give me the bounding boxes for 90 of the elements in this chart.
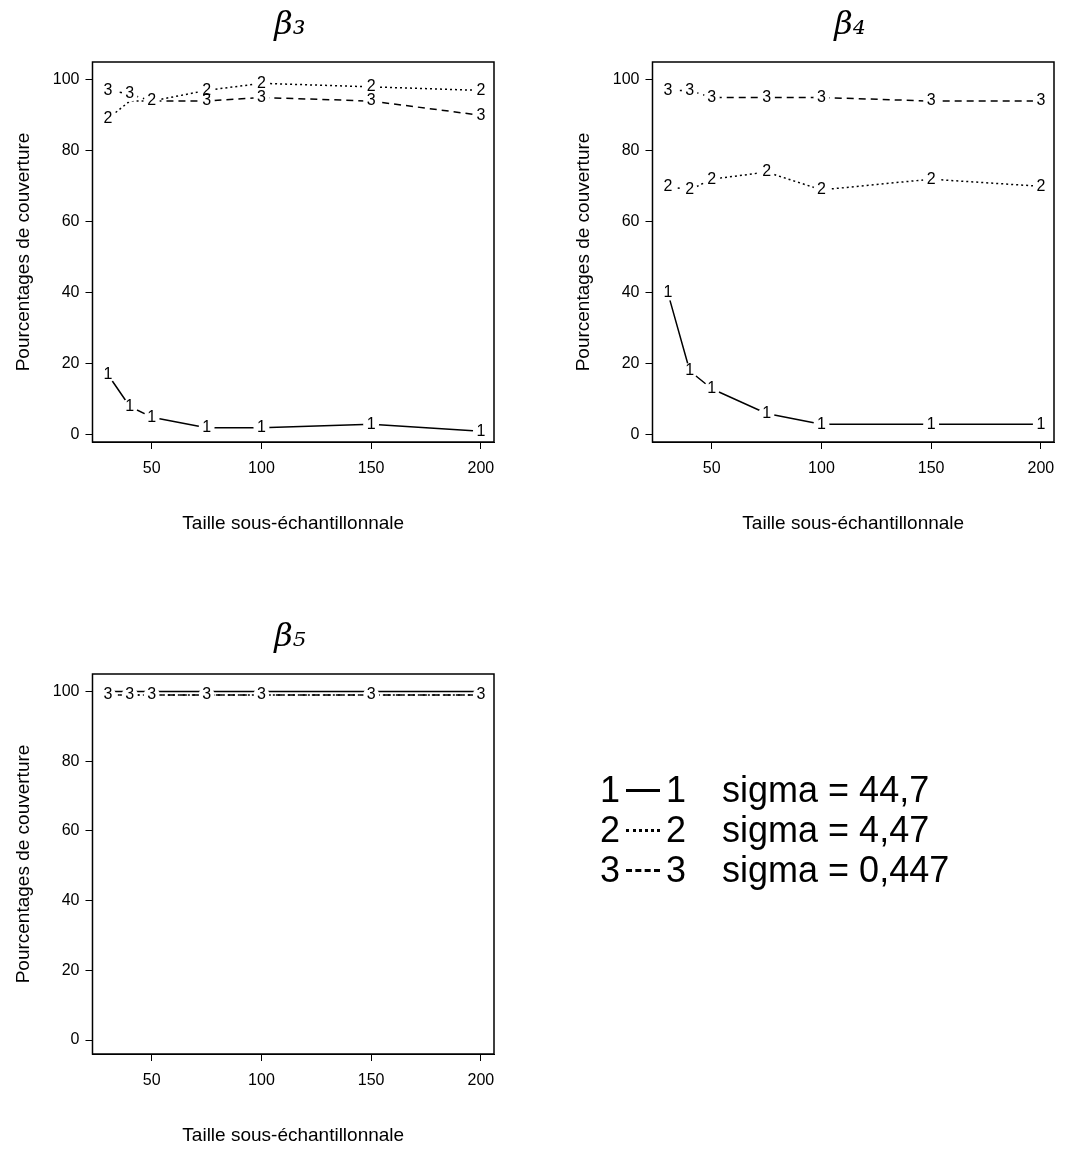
chart-title: β₄	[832, 4, 867, 42]
legend-label: sigma = 0,447	[722, 849, 950, 890]
annotation: 1	[1036, 414, 1046, 432]
annotation: 2	[476, 80, 486, 98]
annotation: 2	[707, 169, 717, 187]
y-axis-title: Pourcentages de couverture	[11, 132, 33, 372]
annotation: 2	[663, 176, 673, 194]
x-tick-label: 50	[142, 459, 161, 477]
y-tick-label: 20	[61, 960, 80, 978]
y-tick-label: 100	[612, 70, 640, 88]
annotation: 1	[202, 418, 212, 436]
x-tick-label: 100	[808, 459, 835, 477]
annotation: 2	[816, 180, 826, 198]
annotation: 1	[147, 407, 157, 425]
y-axis-title: Pourcentages de couverture	[11, 744, 33, 984]
annotation: 1	[663, 283, 673, 301]
annotation: 2	[103, 109, 113, 127]
y-tick-label: 100	[52, 70, 80, 88]
y-tick-label: 60	[61, 212, 80, 230]
y-tick-label: 60	[61, 821, 80, 839]
x-tick-label: 200	[467, 1071, 495, 1089]
annotation: 2	[147, 91, 157, 109]
annotation: 3	[476, 105, 486, 123]
chart-title: β₅	[272, 616, 307, 654]
annotation: 3	[707, 87, 717, 105]
annotation: 1	[103, 364, 113, 382]
annotation: 3	[147, 685, 157, 703]
y-tick-label: 20	[621, 354, 640, 372]
legend-label: sigma = 44,7	[722, 769, 930, 810]
annotation: 3	[125, 84, 135, 102]
chart-title: β₃	[272, 4, 307, 42]
annotation: 3	[926, 91, 936, 109]
y-tick-label: 100	[52, 681, 80, 699]
annotation: 1	[366, 414, 376, 432]
y-tick-label: 40	[61, 891, 80, 909]
annotation: 3	[103, 685, 113, 703]
annotation: 3	[762, 87, 772, 105]
annotation: 3	[256, 685, 266, 703]
annotation: 1	[816, 414, 826, 432]
y-tick-label: 80	[61, 141, 80, 159]
annotation: 2	[1036, 176, 1046, 194]
y-tick-label: 0	[70, 425, 80, 443]
x-axis-title: Taille sous-échantillonnale	[742, 511, 965, 533]
annotation: 1	[762, 404, 772, 421]
x-tick-label: 200	[467, 459, 495, 477]
x-tick-label: 200	[1027, 459, 1055, 477]
text: 2	[666, 809, 687, 850]
annotation: 2	[926, 169, 936, 187]
annotation: 3	[816, 87, 826, 105]
y-tick-label: 40	[61, 283, 80, 301]
annotation: 1	[707, 379, 717, 397]
text: 1	[666, 769, 687, 810]
y-tick-label: 0	[630, 425, 640, 443]
y-tick-label: 20	[61, 354, 80, 372]
annotation: 3	[1036, 91, 1046, 109]
y-tick-label: 40	[621, 283, 640, 301]
x-tick-label: 100	[248, 1071, 275, 1089]
y-tick-label: 80	[621, 141, 640, 159]
annotation: 1	[256, 418, 266, 436]
text: 3	[600, 849, 621, 890]
annotation: 3	[202, 685, 212, 703]
legend-label: sigma = 4,47	[722, 809, 930, 850]
annotation: 3	[125, 685, 135, 703]
text: 2	[600, 809, 621, 850]
x-tick-label: 50	[142, 1071, 161, 1089]
text: 1	[600, 769, 621, 810]
annotation: 3	[663, 80, 673, 98]
y-tick-label: 80	[61, 751, 80, 769]
y-tick-label: 0	[70, 1030, 80, 1048]
x-tick-label: 150	[357, 1071, 385, 1089]
annotation: 3	[366, 685, 376, 703]
y-tick-label: 60	[621, 212, 640, 230]
x-tick-label: 150	[917, 459, 945, 477]
annotation: 1	[125, 396, 135, 414]
annotation: 2	[685, 180, 695, 198]
annotation: 1	[476, 421, 486, 439]
annotation: 3	[103, 80, 113, 98]
annotation: 3	[366, 91, 376, 109]
x-axis-title: Taille sous-échantillonnale	[182, 511, 405, 533]
y-axis-title: Pourcentages de couverture	[571, 132, 593, 372]
annotation: 1	[926, 414, 936, 432]
annotation: 3	[685, 80, 695, 98]
annotation: 3	[476, 685, 486, 703]
annotation: 1	[685, 361, 695, 379]
x-axis-title: Taille sous-échantillonnale	[182, 1123, 405, 1145]
annotation: 2	[762, 162, 772, 180]
x-tick-label: 100	[248, 459, 275, 477]
x-tick-label: 50	[702, 459, 721, 477]
x-tick-label: 150	[357, 459, 385, 477]
text: 3	[666, 849, 687, 890]
